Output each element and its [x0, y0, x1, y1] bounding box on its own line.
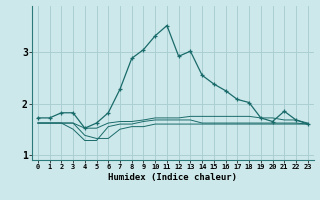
X-axis label: Humidex (Indice chaleur): Humidex (Indice chaleur) — [108, 173, 237, 182]
